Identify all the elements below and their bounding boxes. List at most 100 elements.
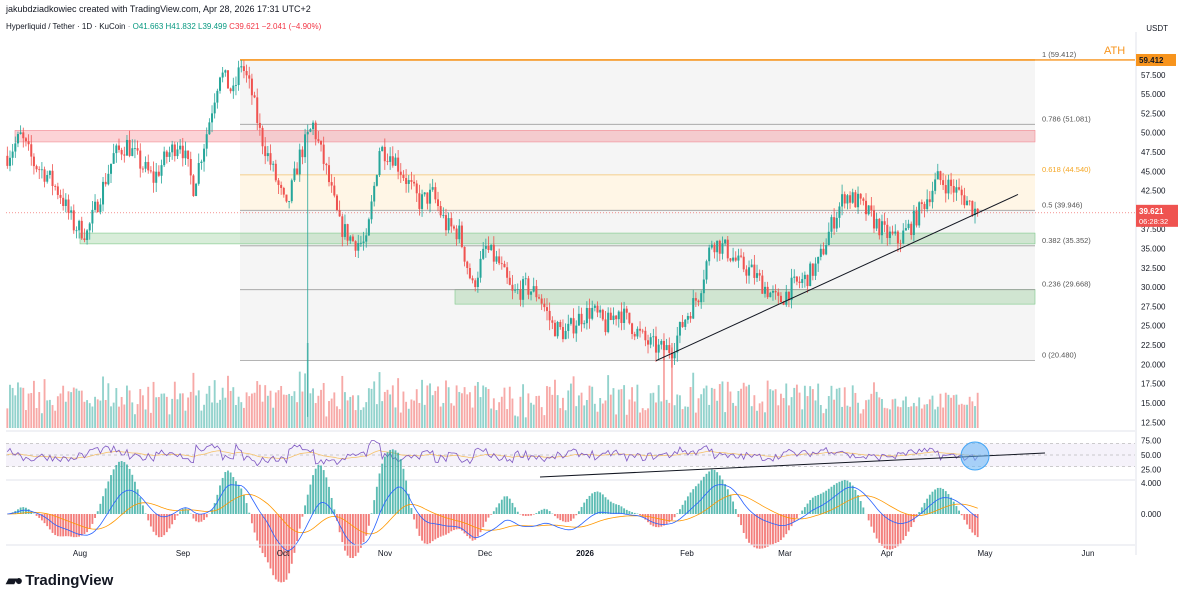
macd-histogram-bar — [577, 511, 580, 514]
candle-body — [748, 267, 751, 276]
candle-body — [144, 161, 147, 169]
volume-bar — [495, 410, 498, 428]
candle-body — [373, 185, 376, 202]
macd-histogram-bar — [889, 514, 891, 550]
volume-bar — [827, 396, 830, 428]
volume-bar — [383, 391, 386, 428]
volume-bar — [94, 396, 96, 428]
volume-bar — [684, 406, 687, 428]
candle-body — [495, 256, 498, 262]
candle-body — [519, 289, 522, 300]
candle-body — [942, 180, 945, 186]
candle-body — [423, 192, 426, 195]
candle-body — [173, 144, 176, 157]
volume-bar — [341, 375, 344, 428]
macd-histogram-bar — [375, 486, 378, 514]
volume-bar — [136, 404, 139, 428]
price-trendline — [655, 194, 1019, 362]
macd-histogram-bar — [511, 502, 514, 514]
macd-histogram-bar — [612, 503, 615, 514]
volume-bar — [588, 385, 591, 428]
volume-bar — [862, 409, 865, 428]
volume-bar — [889, 409, 891, 428]
candle-body — [51, 170, 54, 187]
volume-bar — [585, 400, 588, 428]
volume-bar — [463, 387, 466, 428]
candle-body — [46, 174, 49, 182]
candle-body — [335, 195, 338, 211]
volume-bar — [256, 381, 259, 428]
volume-bar — [317, 395, 320, 428]
volume-bar — [912, 402, 915, 428]
volume-bar — [559, 408, 562, 428]
volume-bar — [59, 393, 62, 428]
macd-histogram-bar — [657, 514, 660, 528]
candle-body — [553, 322, 556, 337]
macd-histogram-bar — [615, 504, 618, 514]
volume-bar — [296, 402, 299, 428]
macd-histogram-bar — [27, 509, 30, 514]
price-tick-label: 52.500 — [1141, 109, 1166, 118]
currency-label: USDT — [1146, 24, 1168, 33]
candle-body — [482, 248, 485, 259]
macd-histogram-bar — [870, 514, 873, 527]
volume-bar — [131, 402, 134, 428]
volume-bar — [750, 406, 753, 428]
candle-body — [931, 190, 934, 203]
macd-histogram-bar — [748, 514, 750, 543]
candle-body — [40, 169, 43, 171]
candle-body — [293, 168, 296, 181]
volume-bar — [569, 383, 572, 428]
volume-bar — [663, 343, 665, 428]
volume-bar — [936, 406, 939, 428]
macd-histogram-bar — [195, 514, 198, 522]
volume-bar — [445, 380, 447, 428]
candle-body — [184, 150, 187, 159]
macd-histogram-bar — [56, 514, 59, 537]
volume-bar — [237, 396, 240, 428]
candle-body — [795, 276, 798, 282]
volume-bar — [575, 406, 578, 428]
candle-body — [397, 157, 400, 172]
candle-body — [386, 161, 389, 163]
volume-bar — [442, 402, 445, 428]
candle-body — [413, 181, 416, 184]
volume-bar — [564, 410, 567, 428]
candle-body — [72, 210, 75, 231]
volume-bar — [282, 394, 285, 428]
volume-bar — [492, 398, 495, 428]
time-tick-label: Nov — [378, 549, 392, 558]
candle-body — [878, 218, 881, 236]
candle-body — [527, 278, 530, 295]
candle-body — [782, 302, 785, 305]
candle-body — [370, 201, 373, 220]
candle-body — [734, 257, 737, 261]
candle-body — [790, 277, 793, 301]
candle-body — [410, 180, 413, 182]
volume-bar — [362, 407, 365, 428]
fib-label-5: 0.236 (29.668) — [1042, 280, 1091, 289]
symbol-title[interactable]: Hyperliquid / Tether · 1D · KuCoin — [6, 22, 126, 31]
macd-histogram-bar — [676, 513, 679, 514]
volume-bar — [540, 407, 543, 428]
price-tick-label: 30.000 — [1141, 283, 1166, 292]
candle-body — [702, 279, 705, 294]
macd-histogram-bar — [328, 486, 330, 514]
macd-histogram-bar — [936, 487, 939, 514]
macd-histogram-bar — [599, 492, 602, 514]
macd-histogram-bar — [479, 514, 482, 533]
macd-histogram-bar — [923, 502, 926, 514]
macd-histogram-bar — [684, 500, 687, 514]
macd-histogram-bar — [495, 507, 498, 514]
volume-bar — [179, 393, 182, 428]
candle-body — [320, 140, 323, 145]
candle-body — [817, 256, 820, 264]
macd-histogram-bar — [94, 514, 96, 518]
macd-histogram-bar — [966, 514, 968, 525]
macd-histogram-bar — [357, 514, 360, 553]
volume-bar — [928, 399, 931, 428]
macd-histogram-bar — [240, 488, 243, 514]
macd-histogram-bar — [227, 470, 229, 514]
volume-bar — [290, 395, 293, 428]
